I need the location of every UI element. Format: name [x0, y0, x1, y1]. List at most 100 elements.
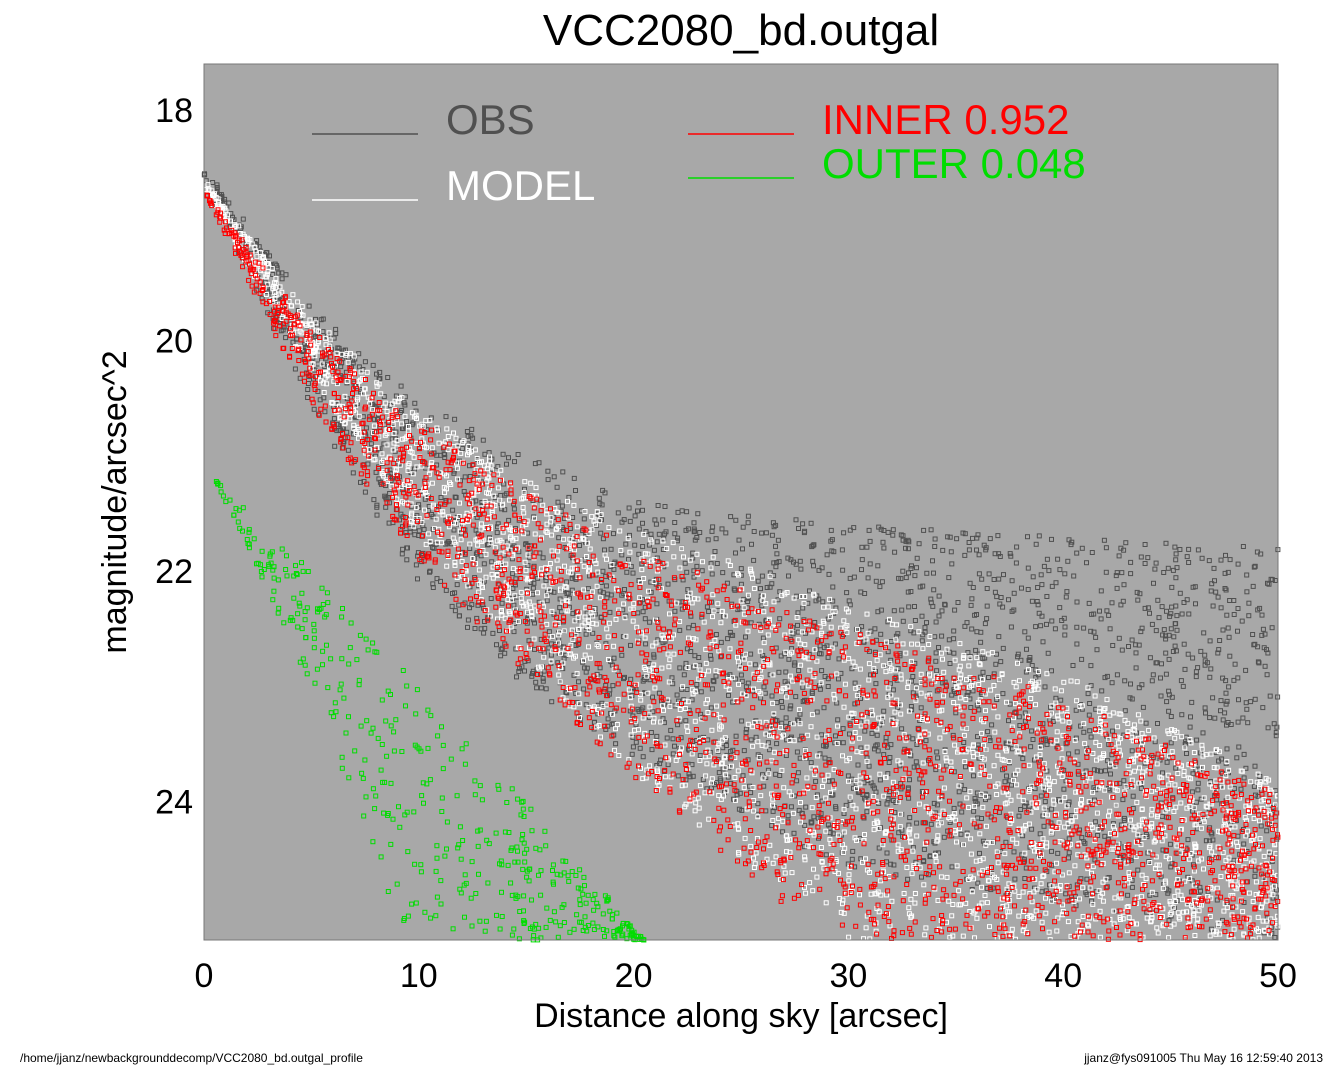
point-obs — [1099, 688, 1105, 694]
point-obs — [1180, 683, 1186, 689]
point-obs — [740, 546, 745, 552]
point-obs — [862, 591, 868, 596]
point-model — [1198, 825, 1204, 831]
point-obs — [538, 636, 544, 642]
point-model — [371, 430, 376, 436]
point-obs — [930, 603, 936, 609]
point-obs — [636, 500, 642, 506]
point-obs — [802, 528, 808, 534]
point-model — [726, 687, 732, 693]
point-obs — [832, 641, 838, 647]
point-obs — [320, 316, 326, 322]
point-obs — [1091, 629, 1097, 635]
point-obs — [759, 530, 765, 536]
point-obs — [1166, 708, 1172, 714]
point-obs — [480, 437, 486, 443]
point-obs — [675, 535, 681, 541]
point-obs — [554, 484, 560, 490]
point-model — [700, 559, 705, 565]
point-model — [908, 896, 914, 902]
point-model — [597, 595, 603, 601]
point-obs — [670, 751, 676, 757]
point-model — [371, 423, 377, 429]
point-obs — [1168, 714, 1174, 719]
point-obs — [538, 685, 544, 691]
point-obs — [1130, 793, 1136, 799]
point-model — [718, 620, 724, 626]
point-model — [326, 330, 332, 336]
point-model — [696, 676, 702, 682]
point-obs — [1044, 621, 1049, 627]
point-obs — [596, 495, 602, 501]
point-obs — [371, 416, 377, 422]
point-obs — [985, 729, 991, 735]
point-model — [976, 661, 982, 667]
point-obs — [836, 656, 842, 662]
point-obs — [677, 627, 683, 633]
point-obs — [816, 567, 822, 573]
point-obs — [474, 550, 480, 556]
point-obs — [1216, 647, 1222, 653]
point-obs — [331, 416, 337, 422]
point-obs — [1125, 892, 1131, 898]
point-model — [391, 430, 397, 436]
point-model — [908, 658, 914, 664]
point-model — [1125, 904, 1131, 909]
point-model — [1272, 883, 1277, 889]
point-obs — [467, 605, 472, 611]
point-model — [647, 763, 653, 769]
point-model — [585, 624, 591, 630]
point-model — [844, 629, 850, 635]
point-model — [586, 527, 592, 533]
point-model — [704, 761, 710, 767]
point-obs — [1220, 627, 1226, 633]
point-model — [892, 709, 898, 715]
point-obs — [404, 557, 410, 563]
point-model — [722, 754, 728, 760]
point-model — [799, 594, 805, 599]
point-obs — [1234, 755, 1240, 761]
point-model — [748, 843, 754, 849]
point-obs — [697, 753, 703, 759]
point-obs — [677, 665, 683, 671]
point-obs — [1086, 600, 1092, 606]
point-obs — [890, 716, 896, 722]
point-obs — [947, 534, 953, 540]
point-obs — [905, 589, 911, 595]
point-model — [1080, 914, 1086, 919]
point-obs — [709, 686, 715, 692]
point-model — [846, 714, 852, 720]
point-obs — [1235, 719, 1241, 725]
point-obs — [564, 690, 570, 696]
point-model — [543, 528, 549, 534]
point-model — [1140, 739, 1146, 745]
point-model — [1264, 898, 1270, 904]
point-model — [818, 845, 824, 850]
point-model — [1092, 693, 1098, 699]
point-obs — [878, 825, 883, 831]
point-obs — [870, 859, 876, 865]
point-model — [1107, 808, 1113, 814]
point-model — [1241, 847, 1246, 853]
point-model — [587, 655, 593, 661]
point-obs — [713, 673, 719, 679]
point-obs — [794, 778, 800, 784]
point-obs — [1109, 600, 1115, 606]
point-model — [637, 580, 643, 585]
point-obs — [743, 634, 748, 640]
point-obs — [1055, 850, 1061, 856]
point-model — [736, 572, 741, 578]
point-obs — [465, 617, 471, 623]
point-obs — [869, 730, 875, 736]
point-obs — [826, 778, 832, 784]
point-obs — [1170, 649, 1176, 654]
point-obs — [412, 532, 418, 538]
point-obs — [962, 787, 968, 793]
point-obs — [968, 705, 974, 710]
point-obs — [726, 692, 731, 698]
point-obs — [1199, 555, 1205, 561]
point-model — [887, 661, 893, 667]
point-obs — [401, 400, 407, 406]
point-obs — [1235, 606, 1241, 611]
point-obs — [1158, 693, 1164, 699]
